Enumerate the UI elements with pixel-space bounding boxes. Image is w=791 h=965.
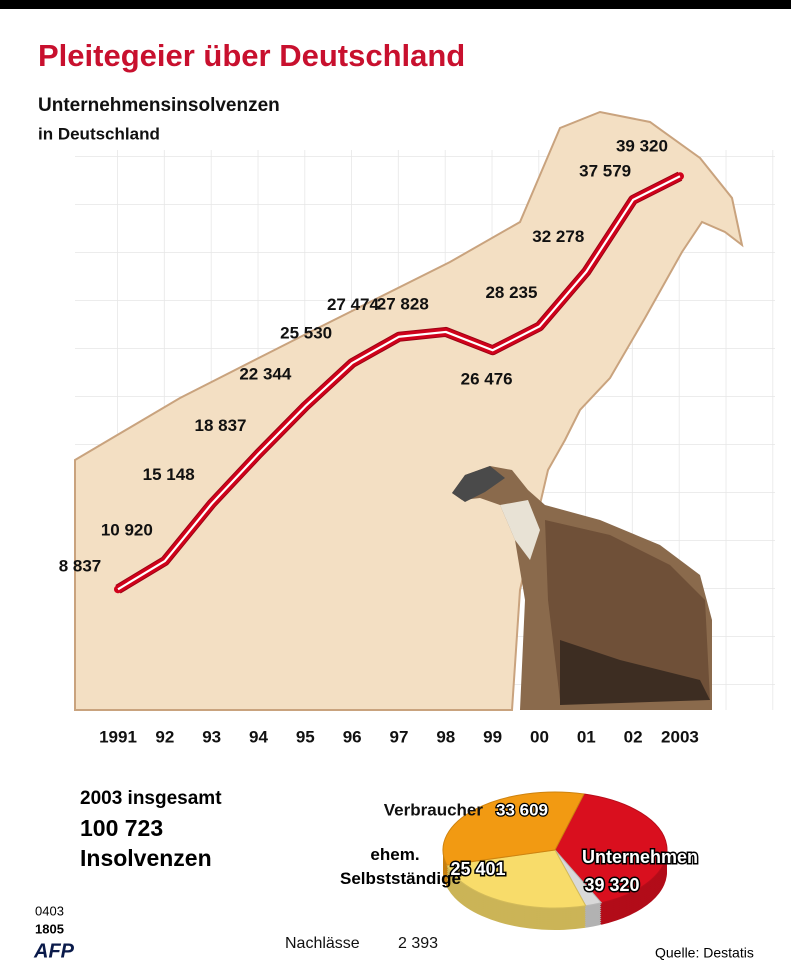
data-label: 25 530 xyxy=(280,324,332,343)
pie-label: Verbraucher xyxy=(384,800,484,819)
x-tick-label: 97 xyxy=(390,727,409,746)
pie-label: Unternehmen xyxy=(582,847,698,867)
data-label: 28 235 xyxy=(485,283,537,302)
x-tick-label: 00 xyxy=(530,727,549,746)
data-label: 15 148 xyxy=(143,465,195,484)
summary-line: Insolvenzen xyxy=(80,845,212,872)
data-label: 10 920 xyxy=(101,521,153,540)
x-tick-label: 95 xyxy=(296,727,315,746)
chart-title: Unternehmensinsolvenzen xyxy=(38,95,280,116)
data-label: 26 476 xyxy=(461,370,513,389)
source: Quelle: Destatis xyxy=(655,945,754,961)
data-label: 37 579 xyxy=(579,161,631,180)
data-label: 27 828 xyxy=(377,294,429,313)
page: Pleitegeier über Deutschland Unternehmen… xyxy=(0,0,791,965)
x-tick-label: 1991 xyxy=(99,727,137,746)
code: 0403 xyxy=(35,903,64,918)
summary-total: 100 723 xyxy=(80,815,163,842)
pie-label: Nachlässe xyxy=(285,935,360,952)
pie-label: ehem. Selbstständige xyxy=(340,843,450,891)
data-label: 8 837 xyxy=(59,557,102,576)
x-tick-label: 96 xyxy=(343,727,362,746)
x-tick-label: 2003 xyxy=(661,727,699,746)
x-tick-label: 02 xyxy=(624,727,643,746)
code: 1805 xyxy=(35,921,64,936)
pie-value-label: 2 393 xyxy=(398,935,438,952)
chart-subtitle: in Deutschland xyxy=(38,124,160,143)
top-bar xyxy=(0,0,791,9)
x-tick-label: 93 xyxy=(202,727,221,746)
data-label: 27 474 xyxy=(327,295,380,314)
title: Pleitegeier über Deutschland xyxy=(38,38,465,73)
x-tick-label: 99 xyxy=(483,727,502,746)
data-label: 18 837 xyxy=(194,416,246,435)
data-label: 22 344 xyxy=(239,365,292,384)
data-label: 32 278 xyxy=(532,227,584,246)
summary-line: 2003 insgesamt xyxy=(80,788,222,810)
pie-value-label: 33 609 xyxy=(496,800,548,819)
agency-logo: AFP xyxy=(33,940,75,962)
x-tick-label: 01 xyxy=(577,727,596,746)
x-tick-label: 98 xyxy=(436,727,455,746)
x-tick-label: 92 xyxy=(155,727,174,746)
x-tick-label: 94 xyxy=(249,727,268,746)
data-label: 39 320 xyxy=(616,137,668,156)
pie-value-label: 39 320 xyxy=(584,875,639,895)
